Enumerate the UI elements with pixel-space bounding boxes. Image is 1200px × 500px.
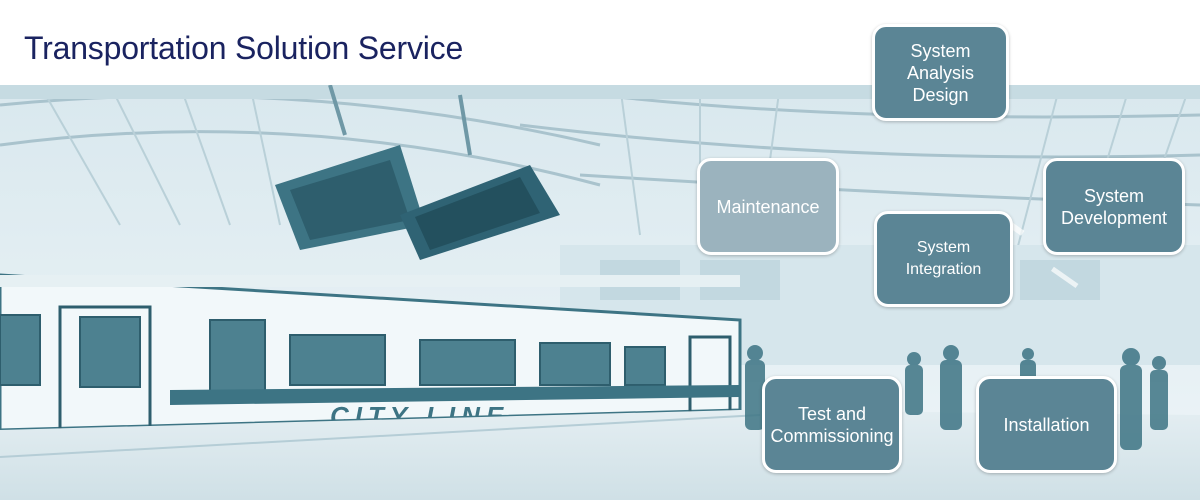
node-system-integration: System Integration — [874, 211, 1013, 307]
page-title: Transportation Solution Service — [24, 30, 464, 66]
node-maintenance: Maintenance — [697, 158, 839, 255]
node-system-analysis-design: System Analysis Design — [872, 24, 1009, 121]
node-installation: Installation — [976, 376, 1117, 473]
node-test-and-commissioning: Test and Commissioning — [762, 376, 902, 473]
node-system-development: System Development — [1043, 158, 1185, 255]
